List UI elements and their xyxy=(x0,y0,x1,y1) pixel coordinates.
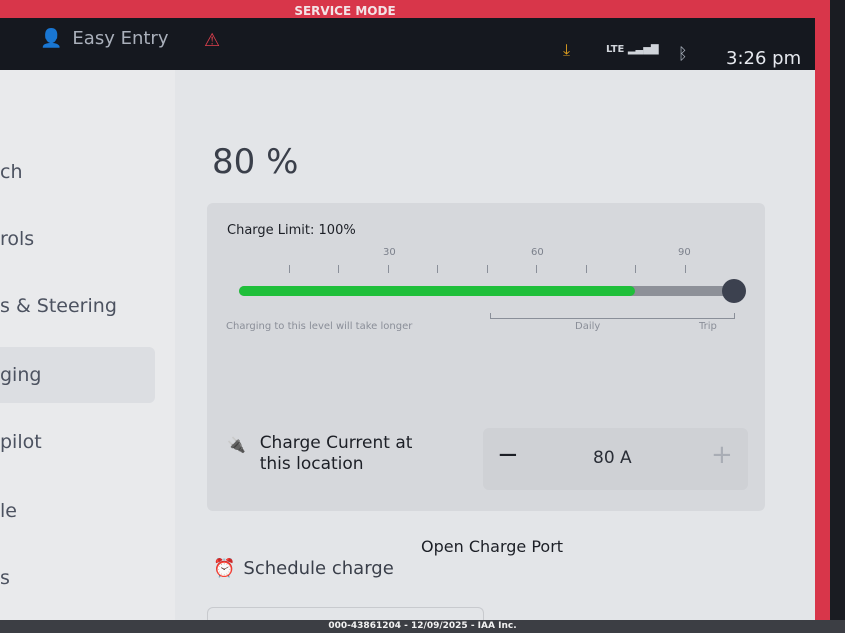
tick-label: 90 xyxy=(678,247,691,258)
bluetooth-icon[interactable]: ᛒ xyxy=(678,44,688,63)
charge-current-stepper: − 80 A + xyxy=(483,428,748,490)
sidebar-item-controls[interactable]: rols xyxy=(0,228,35,250)
slider-tick xyxy=(437,265,438,273)
network-label: LTE xyxy=(606,44,625,55)
sidebar-item-charging[interactable]: ging xyxy=(0,347,155,403)
signal-icon: LTE ▂▃▅▇ xyxy=(606,44,659,55)
sidebar: ch rols s & Steering ging pilot le s xyxy=(0,70,175,623)
charge-current-label: Charge Current at this location xyxy=(259,433,413,474)
sidebar-item-next[interactable]: s xyxy=(0,567,10,589)
decrease-button[interactable]: − xyxy=(497,440,519,470)
slider-tick xyxy=(585,265,587,273)
daily-trip-range xyxy=(490,313,735,319)
schedule-label: Schedule charge xyxy=(243,558,394,579)
sidebar-item-schedule[interactable]: le xyxy=(0,500,17,522)
sidebar-item-autopilot[interactable]: pilot xyxy=(0,431,42,453)
charge-limit-label: Charge Limit: 100% xyxy=(227,223,356,238)
schedule-panel xyxy=(207,607,484,627)
slider-tick xyxy=(684,265,686,273)
slider-tick xyxy=(387,265,389,273)
plug-icon: 🔌 xyxy=(227,436,246,454)
slider-tick xyxy=(635,265,636,273)
battery-level: 80 % xyxy=(212,142,299,182)
charge-current-row: 🔌 Charge Current at this location xyxy=(227,433,435,475)
current-value: 80 A xyxy=(593,448,632,468)
charge-limit-slider[interactable] xyxy=(239,279,746,303)
person-icon: 👤 xyxy=(40,28,63,49)
clock: 3:26 pm xyxy=(726,48,802,69)
charging-screen: ch rols s & Steering ging pilot le s 80 … xyxy=(0,70,815,627)
battery-fill xyxy=(239,286,635,296)
increase-button[interactable]: + xyxy=(711,440,733,470)
profile-name: Easy Entry xyxy=(72,28,169,49)
tick-label: 60 xyxy=(531,247,544,258)
sidebar-item-launch[interactable]: ch xyxy=(0,161,23,183)
schedule-charge-button[interactable]: ⏰ Schedule charge xyxy=(213,558,394,579)
slider-tick xyxy=(288,265,290,273)
charge-hint: Charging to this level will take longer xyxy=(226,321,413,332)
status-bar: 👤 Easy Entry ⚠ ⤓ LTE ▂▃▅▇ ᛒ 3:26 pm xyxy=(0,18,815,70)
slider-tick xyxy=(338,265,339,273)
profile-button[interactable]: 👤 Easy Entry xyxy=(40,28,168,49)
watermark-footer: 000-43861204 - 12/09/2025 - IAA Inc. xyxy=(0,620,845,633)
slider-tick xyxy=(536,265,537,273)
slider-handle[interactable] xyxy=(722,279,746,303)
service-mode-banner: SERVICE MODE xyxy=(294,4,396,18)
sidebar-item-pedals-steering[interactable]: s & Steering xyxy=(0,295,117,317)
daily-label: Daily xyxy=(575,321,601,332)
warning-icon[interactable]: ⚠ xyxy=(204,30,221,51)
trip-label: Trip xyxy=(699,321,717,332)
slider-tick xyxy=(486,265,488,273)
alarm-clock-icon: ⏰ xyxy=(213,558,236,579)
download-icon[interactable]: ⤓ xyxy=(563,40,571,59)
tick-label: 30 xyxy=(383,247,396,258)
charge-card: Charge Limit: 100% 30 60 90 Charging to … xyxy=(207,203,765,556)
open-charge-port-button[interactable]: Open Charge Port xyxy=(421,537,564,556)
